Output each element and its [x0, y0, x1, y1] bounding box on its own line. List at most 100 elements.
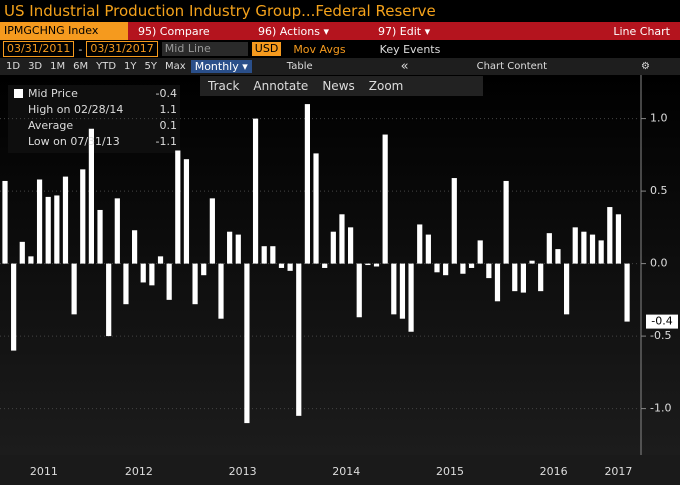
bar [166, 263, 172, 300]
periods: 1D 3D 1M 6M YTD 1Y 5Y Max [3, 61, 189, 72]
bar [227, 231, 233, 264]
bar [546, 233, 552, 264]
bar [598, 240, 604, 264]
bar [399, 263, 406, 319]
bar [88, 128, 94, 264]
period-button[interactable]: 1Y [124, 61, 137, 72]
chart: 1.0 0.5 0.0 -0.5 -1.0 2011 2012 2013 2014 2015 201… [0, 75, 680, 485]
bar [54, 195, 60, 264]
bar [19, 241, 25, 264]
period-button[interactable]: 5Y [144, 61, 158, 72]
legend-value: 0.1 [160, 119, 178, 132]
legend-swatch [14, 89, 23, 98]
bar [218, 263, 224, 319]
bar [45, 196, 51, 264]
bar [572, 227, 578, 264]
bar [607, 207, 613, 264]
bar [235, 234, 241, 264]
bar [80, 169, 86, 264]
bar [408, 263, 414, 332]
collapse-button[interactable]: « [400, 59, 409, 74]
end-date[interactable]: 03/31/2017 [86, 41, 158, 57]
bar [123, 263, 129, 305]
bar [330, 231, 336, 264]
period-button[interactable]: YTD [96, 61, 117, 72]
tool-button[interactable]: Zoom [368, 79, 404, 93]
bar [28, 256, 34, 264]
range-bar: 03/31/2011 - 03/31/2017 Mid Line USD Mov… [0, 40, 680, 58]
period-button[interactable]: Max [165, 61, 186, 72]
bar [304, 104, 310, 264]
bar [486, 263, 492, 279]
mov-avgs[interactable]: Mov Avgs [293, 42, 346, 56]
bar [624, 263, 630, 322]
currency[interactable]: USD [251, 42, 282, 56]
legend-name: Mid Price [28, 87, 78, 100]
bar [270, 246, 276, 264]
last-value-box [646, 314, 678, 329]
window-title: US Industrial Production Industry Group.… [4, 2, 436, 20]
bar [278, 263, 285, 268]
bar [520, 263, 526, 293]
bar [365, 263, 371, 266]
start-date[interactable]: 03/31/2011 [3, 41, 75, 57]
bar [183, 159, 190, 264]
bar [106, 263, 112, 337]
bar [201, 263, 207, 276]
period-button[interactable]: 1M [50, 61, 66, 72]
x-axis-band [0, 455, 680, 485]
bar [503, 180, 509, 264]
period-button[interactable]: 1D [6, 61, 21, 72]
bar [62, 176, 69, 264]
price-field[interactable]: Mid Line [161, 42, 248, 56]
chart-tools: Track Annotate News Zoom [200, 76, 483, 96]
bar [555, 249, 561, 264]
chart-content[interactable]: Chart Content [476, 61, 548, 72]
compare-button[interactable]: 95) Compare [138, 24, 210, 38]
bar [391, 263, 397, 315]
y-tick-label: -1.0 [650, 402, 671, 415]
bar [36, 179, 43, 264]
bar [451, 178, 457, 264]
period-button[interactable]: 6M [73, 61, 89, 72]
last-value-label: -0.4 [651, 315, 672, 328]
bar [252, 118, 259, 264]
bar [149, 263, 155, 286]
table-button[interactable]: Table [286, 61, 313, 72]
bar [460, 263, 466, 274]
bar [114, 198, 120, 264]
edit-button[interactable]: 97) Edit ▾ [378, 24, 431, 38]
x-tick-label: 2015 [436, 465, 464, 478]
legend-value: 1.1 [160, 103, 178, 116]
toolbar: IPMGCHNG Index 95) Compare 96) Actions ▾… [0, 22, 680, 40]
bar [244, 263, 250, 424]
bar [11, 263, 17, 351]
tool-button[interactable]: Track [208, 79, 240, 93]
bar [494, 263, 501, 302]
tool-button[interactable]: Annotate [253, 79, 309, 93]
x-tick-label: 2013 [229, 465, 257, 478]
bar [373, 263, 380, 267]
tool-button[interactable]: News [322, 79, 355, 93]
frequency[interactable]: Monthly ▾ [190, 60, 252, 73]
y-tick-label: -0.5 [650, 329, 671, 342]
period-button[interactable]: 3D [28, 61, 43, 72]
actions-button[interactable]: 96) Actions ▾ [258, 24, 329, 38]
legend-name: Average [28, 119, 73, 132]
bar [425, 234, 431, 264]
bar [261, 246, 267, 264]
chart-kind[interactable]: Line Chart [613, 24, 670, 38]
bar [157, 256, 164, 264]
key-events[interactable]: Key Events [379, 42, 441, 56]
bar [468, 263, 475, 268]
bar [581, 231, 587, 264]
settings[interactable]: ⚙ [641, 61, 650, 72]
x-tick-label: 2014 [332, 465, 360, 478]
ticker[interactable]: IPMGCHNG Index [0, 22, 128, 40]
bar [417, 224, 423, 264]
x-tick-label: 2017 [604, 465, 632, 478]
bar [564, 263, 570, 315]
bar [140, 263, 146, 283]
x-tick-label: 2016 [540, 465, 568, 478]
